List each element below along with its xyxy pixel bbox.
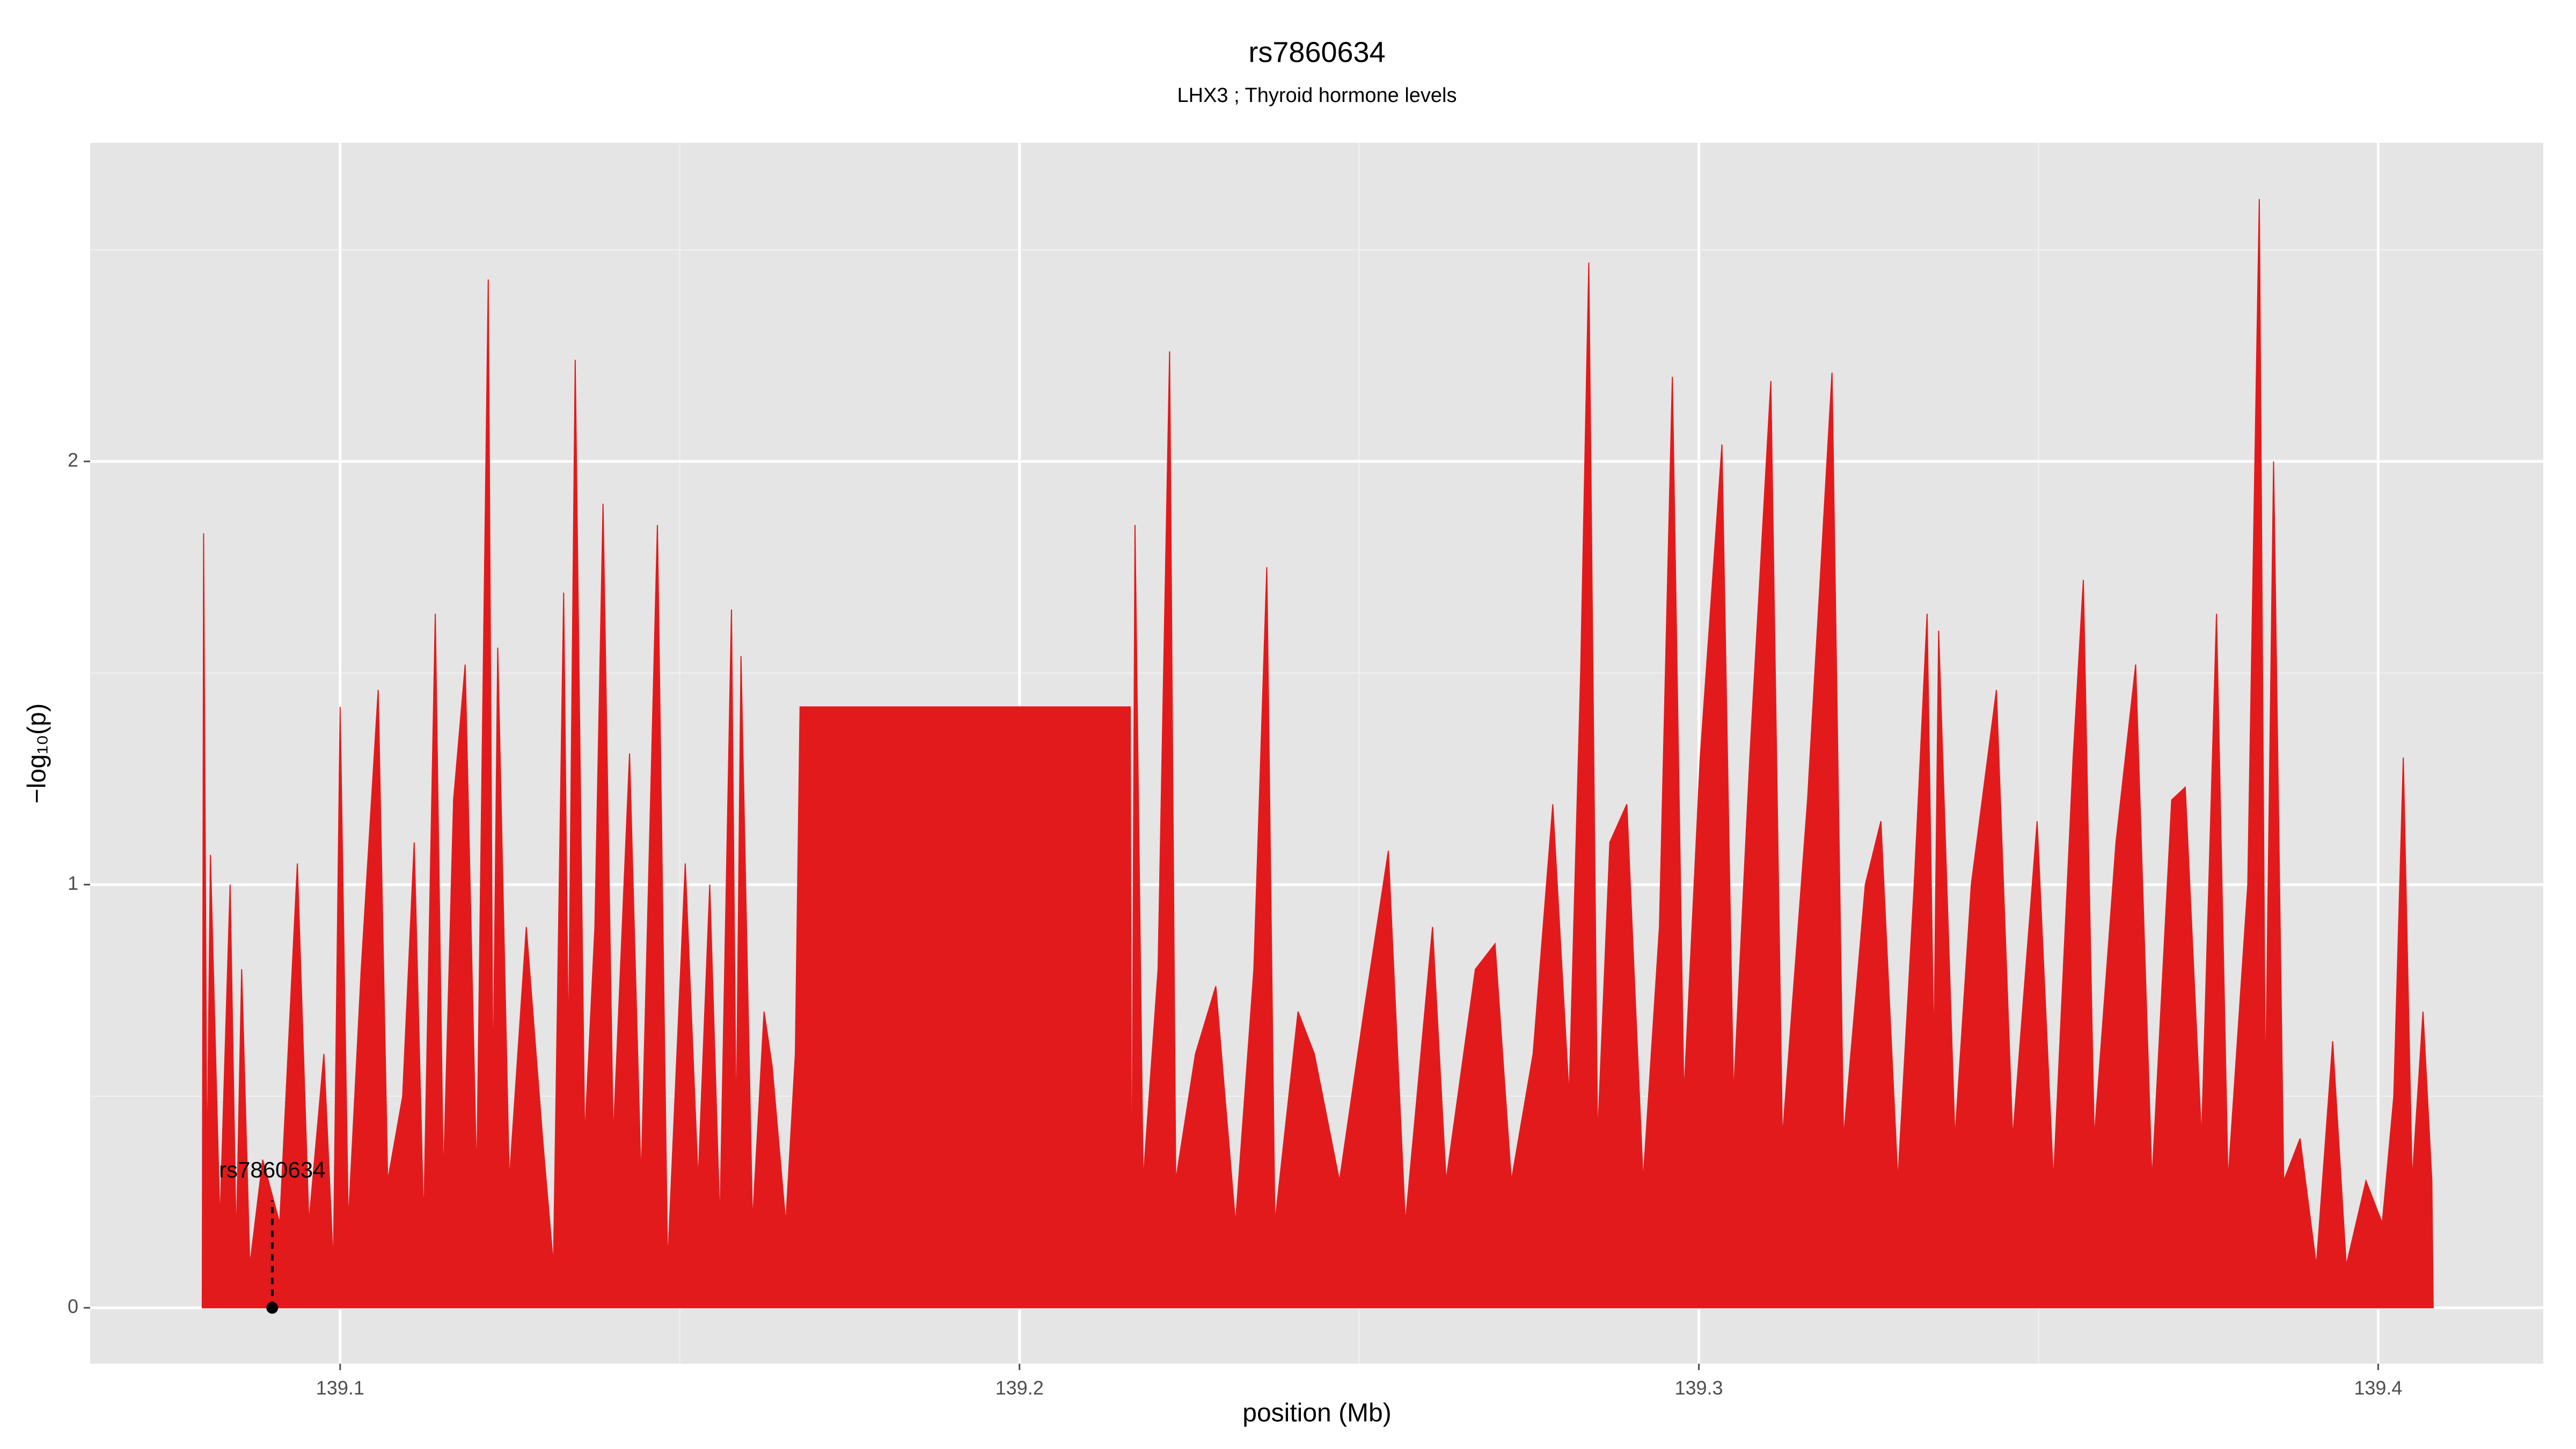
annotation-label: rs7860634: [219, 1157, 326, 1182]
chart-title: rs7860634: [1248, 36, 1385, 68]
y-tick-label: 2: [68, 449, 78, 471]
annotation-point: [266, 1301, 279, 1314]
x-axis-title: position (Mb): [1242, 1399, 1391, 1428]
area: [201, 199, 2434, 1308]
x-tick-label: 139.3: [1674, 1377, 1723, 1399]
x-tick-label: 139.1: [316, 1377, 364, 1399]
x-tick-label: 139.4: [2354, 1377, 2402, 1399]
x-tick-label: 139.2: [996, 1377, 1044, 1399]
y-axis-title: −log₁₀(p): [23, 704, 52, 804]
chart-subtitle: LHX3 ; Thyroid hormone levels: [1177, 84, 1457, 107]
y-tick-label: 0: [68, 1295, 78, 1317]
y-tick-label: 1: [68, 872, 78, 894]
